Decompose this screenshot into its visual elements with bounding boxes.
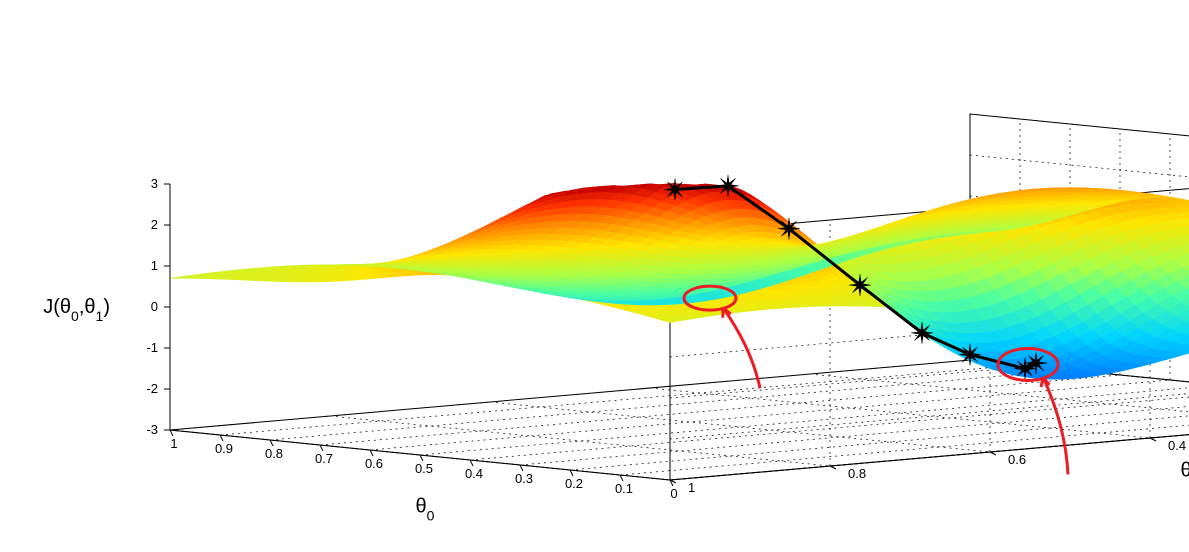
x-tick-label: 0.5 [415,461,433,476]
x-tick-label: 0.6 [365,456,383,471]
z-tick-label: -1 [146,340,158,355]
minimum-arrow [723,308,760,388]
y-axis-title: θ1 [1181,460,1189,488]
descent-marker [778,218,800,240]
x-tick-label: 0.4 [465,466,483,481]
z-tick-label: -2 [146,381,158,396]
x-tick-label: 0 [670,486,677,501]
x-tick-label: 0.2 [565,476,583,491]
y-tick-label: 1 [688,480,695,495]
x-tick-label: 0.3 [515,471,533,486]
descent-marker [911,322,933,344]
y-tick-label: 0.6 [1008,452,1026,467]
x-tick-label: 0.9 [215,441,233,456]
z-tick-label: -3 [146,422,158,437]
descent-marker [717,175,739,197]
cost-surface-plot: -3-2-1012300.10.20.30.40.50.60.70.80.910… [0,0,1189,552]
z-tick-label: 2 [151,217,158,232]
z-tick-label: 3 [151,176,158,191]
y-tick-label: 0.4 [1168,438,1186,453]
x-tick-label: 0.1 [615,481,633,496]
x-tick-label: 0.8 [265,446,283,461]
y-tick-label: 0.8 [848,466,866,481]
descent-marker [849,274,871,296]
z-tick-label: 1 [151,258,158,273]
minimum-arrow [1043,377,1068,474]
descent-marker [664,179,686,201]
z-tick-label: 0 [151,299,158,314]
z-axis-title: J(θ0,θ1) [43,296,110,324]
x-axis-title: θ0 [416,496,435,524]
x-tick-label: 1 [170,436,177,451]
descent-marker [1025,352,1047,374]
x-tick-label: 0.7 [315,451,333,466]
descent-marker [959,344,981,366]
